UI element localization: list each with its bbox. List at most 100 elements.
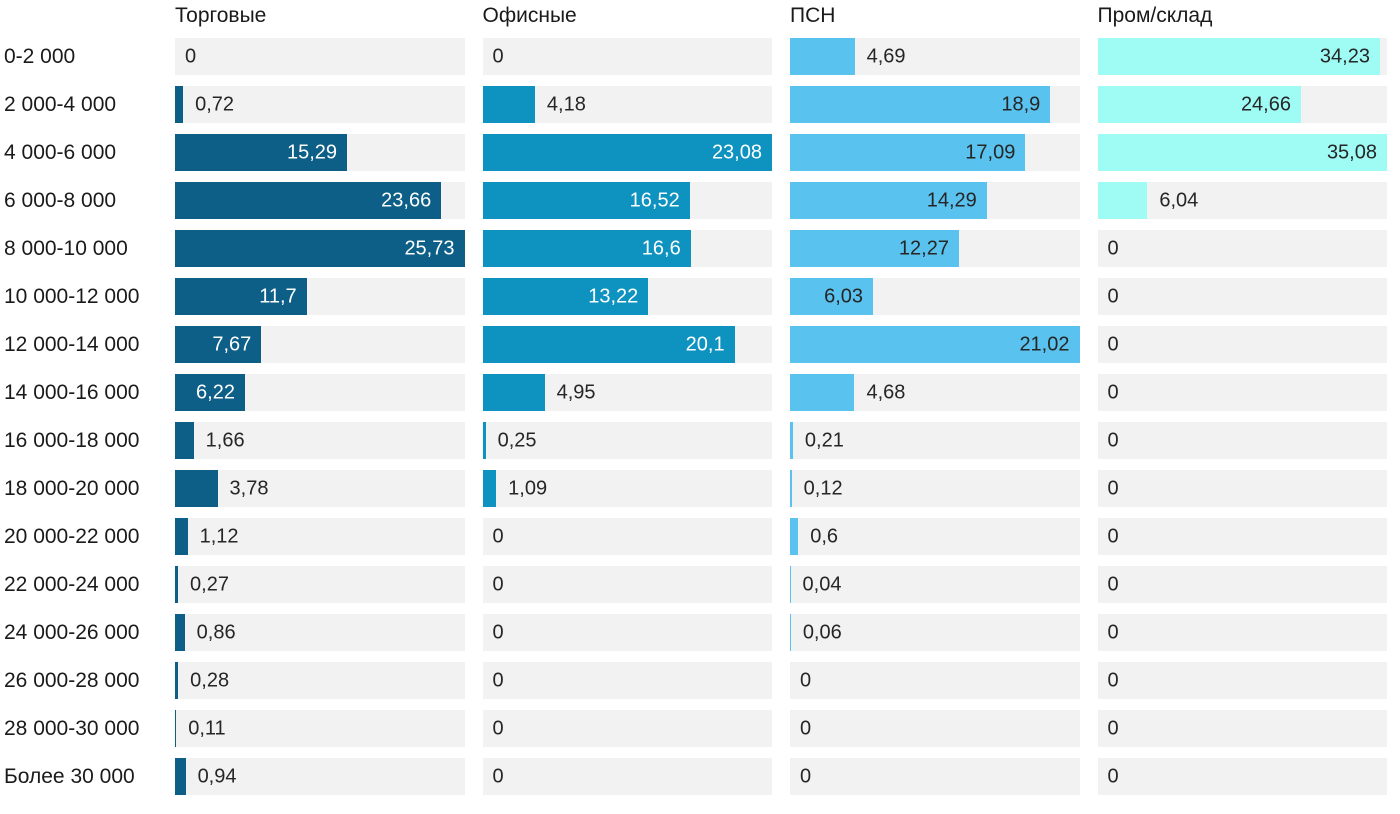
value-label: 4,18 [546,93,586,115]
bar-track: 0 [1097,710,1387,747]
bar-track: 11,7 [175,278,465,315]
bar: 6,22 [175,374,245,411]
bar-track: 4,68 [790,374,1080,411]
value-label: 0 [1107,429,1119,451]
value-label: 0,06 [802,621,842,643]
bar: 16,6 [482,230,691,267]
bar: 25,73 [175,230,465,267]
row-label: 10 000-12 000 [4,285,140,308]
value-label: 0,21 [804,429,844,451]
value-label: 1,12 [199,525,239,547]
value-label: 0 [492,45,504,67]
value-label: 0 [800,717,812,739]
bar-track: 0 [482,518,772,555]
bar-track: 12,27 [790,230,1080,267]
row-label: 4 000-6 000 [4,141,117,164]
bar [790,38,855,75]
bar-track: 6,03 [790,278,1080,315]
value-label: 6,04 [1159,189,1199,211]
row-label: 28 000-30 000 [4,717,140,740]
value-label: 0 [492,525,504,547]
bar [790,470,792,507]
column-header-ofisnye: Офисные [482,4,577,27]
bar: 23,08 [482,134,772,171]
bar [175,86,184,123]
bar-track: 0 [1097,614,1387,651]
bar-track: 0,12 [790,470,1080,507]
value-label: 0 [1107,477,1119,499]
bar-track: 6,22 [175,374,465,411]
bar-track: 7,67 [175,326,465,363]
value-label: 4,95 [556,381,596,403]
bar: 16,52 [482,182,690,219]
bar-track: 0 [482,38,772,75]
row-label: 18 000-20 000 [4,477,140,500]
bar: 17,09 [790,134,1026,171]
bar-track: 0,72 [175,86,465,123]
bar [175,662,179,699]
bar-track: 17,09 [790,134,1080,171]
value-label: 0,27 [190,573,229,595]
row-label: 20 000-22 000 [4,525,140,548]
bar-track: 21,02 [790,326,1080,363]
bar-track: 4,18 [482,86,772,123]
bar-track: 0 [1097,470,1387,507]
value-label: 24,66 [1240,93,1291,115]
value-label: 0,94 [197,765,237,787]
value-label: 34,23 [1319,45,1370,67]
bar-track: 0 [790,758,1080,795]
bar-track: 0 [482,758,772,795]
bar: 20,1 [482,326,735,363]
row-label: Более 30 000 [4,765,135,788]
bar-track: 0 [1097,230,1387,267]
row-label: 26 000-28 000 [4,669,140,692]
row-label: 14 000-16 000 [4,381,140,404]
bar [482,422,486,459]
bar-track: 14,29 [790,182,1080,219]
bar-track: 0,04 [790,566,1080,603]
bar-track: 0 [790,662,1080,699]
value-label: 6,22 [196,381,235,403]
bar-track: 0,27 [175,566,465,603]
value-label: 0 [492,717,504,739]
value-label: 0 [1107,573,1119,595]
bar: 18,9 [790,86,1051,123]
bar: 15,29 [175,134,348,171]
value-label: 0,28 [190,669,230,691]
bar-track: 20,1 [482,326,772,363]
bar [790,566,791,603]
bar: 35,08 [1097,134,1387,171]
column-header-psn: ПСН [790,4,836,27]
value-label: 13,22 [588,285,639,307]
value-label: 0 [800,765,812,787]
corner-spacer [0,5,157,27]
value-label: 23,08 [711,141,762,163]
value-label: 0,04 [802,573,842,595]
value-label: 20,1 [685,333,725,355]
value-label: 0 [492,669,504,691]
bar [790,518,799,555]
bar [175,422,194,459]
bar-track: 0 [1097,758,1387,795]
bar-track: 34,23 [1097,38,1387,75]
bar: 6,03 [790,278,874,315]
bar-track: 6,04 [1097,182,1387,219]
value-label: 0,12 [803,477,843,499]
bar [1097,182,1148,219]
value-label: 0,86 [196,621,236,643]
bar-track: 0 [1097,566,1387,603]
value-label: 6,03 [824,285,864,307]
value-label: 0 [492,573,504,595]
bar-track: 0 [1097,662,1387,699]
bar [790,422,793,459]
bar-track: 4,69 [790,38,1080,75]
row-label: 2 000-4 000 [4,93,117,116]
bar [790,614,791,651]
bar [175,614,185,651]
bar-track: 23,66 [175,182,465,219]
bar [482,374,545,411]
bar: 12,27 [790,230,959,267]
bar-track: 0 [790,710,1080,747]
value-label: 0 [1107,525,1119,547]
value-label: 0,11 [188,717,226,739]
